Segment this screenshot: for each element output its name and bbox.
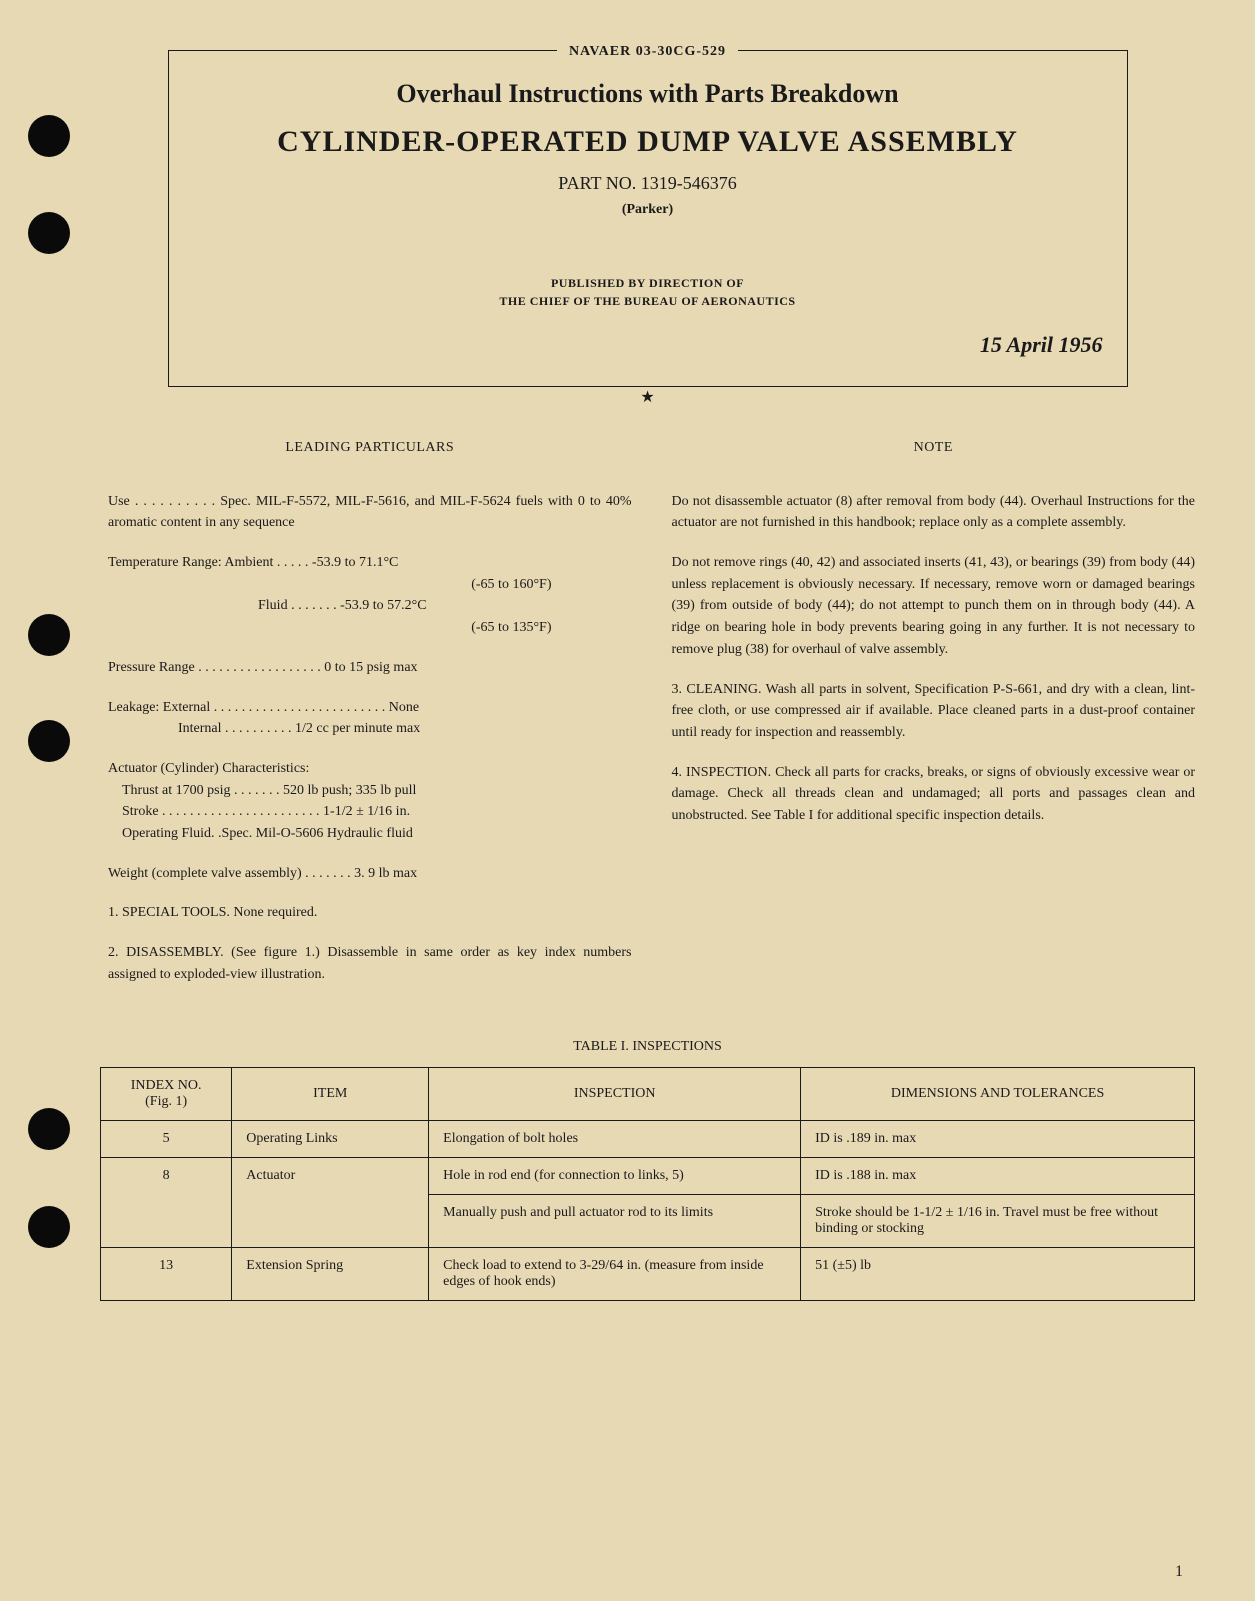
- cell-dimensions: ID is .189 in. max: [801, 1121, 1195, 1158]
- cell-item: Extension Spring: [232, 1248, 429, 1301]
- lp-temp-ambient-f: (-65 to 160°F): [108, 574, 632, 596]
- column-left: LEADING PARTICULARS Use . . . . . . . . …: [100, 437, 632, 1003]
- note-heading: NOTE: [672, 437, 1196, 459]
- table-header-row: INDEX NO.(Fig. 1) ITEM INSPECTION DIMENS…: [101, 1068, 1195, 1121]
- leading-particulars-heading: LEADING PARTICULARS: [108, 437, 632, 459]
- col-inspection: INSPECTION: [429, 1068, 801, 1121]
- lp-temp-ambient: Temperature Range: Ambient . . . . . -53…: [108, 552, 632, 574]
- cell-index: 8: [101, 1158, 232, 1248]
- cell-inspection: Hole in rod end (for connection to links…: [429, 1158, 801, 1195]
- paragraph-1: 1. SPECIAL TOOLS. None required.: [108, 902, 632, 924]
- punch-hole: [28, 212, 70, 254]
- body-columns: LEADING PARTICULARS Use . . . . . . . . …: [100, 437, 1195, 1003]
- lp-opfluid: Operating Fluid. .Spec. Mil-O-5606 Hydra…: [108, 823, 632, 845]
- paragraph-2: 2. DISASSEMBLY. (See figure 1.) Disassem…: [108, 942, 632, 985]
- lp-actuator: Actuator (Cylinder) Characteristics: Thr…: [108, 758, 632, 845]
- cell-dimensions: Stroke should be 1-1/2 ± 1/16 in. Travel…: [801, 1195, 1195, 1248]
- cell-index: 13: [101, 1248, 232, 1301]
- punch-hole: [28, 115, 70, 157]
- publication-line-1: PUBLISHED BY DIRECTION OF: [189, 274, 1107, 292]
- cell-inspection: Manually push and pull actuator rod to i…: [429, 1195, 801, 1248]
- nav-code: NAVAER 03-30CG-529: [557, 44, 738, 60]
- cell-index: 5: [101, 1121, 232, 1158]
- part-number: PART NO. 1319-546376: [189, 173, 1107, 194]
- lp-use-text: Use . . . . . . . . . . Spec. MIL-F-5572…: [108, 494, 632, 531]
- col-index: INDEX NO.(Fig. 1): [101, 1068, 232, 1121]
- punch-hole: [28, 614, 70, 656]
- col-dimensions: DIMENSIONS AND TOLERANCES: [801, 1068, 1195, 1121]
- lp-leakage-int: Internal . . . . . . . . . . 1/2 cc per …: [108, 718, 632, 740]
- lp-temp-fluid: Fluid . . . . . . . -53.9 to 57.2°C: [108, 595, 632, 617]
- lp-pressure: Pressure Range . . . . . . . . . . . . .…: [108, 657, 632, 679]
- punch-hole: [28, 1108, 70, 1150]
- punch-hole: [28, 1206, 70, 1248]
- lp-stroke: Stroke . . . . . . . . . . . . . . . . .…: [108, 801, 632, 823]
- inspections-table: INDEX NO.(Fig. 1) ITEM INSPECTION DIMENS…: [100, 1067, 1195, 1301]
- paragraph-4: 4. INSPECTION. Check all parts for crack…: [672, 762, 1196, 827]
- cell-inspection: Check load to extend to 3-29/64 in. (mea…: [429, 1248, 801, 1301]
- table-row: 5 Operating Links Elongation of bolt hol…: [101, 1121, 1195, 1158]
- lp-thrust: Thrust at 1700 psig . . . . . . . 520 lb…: [108, 780, 632, 802]
- cell-dimensions: 51 (±5) lb: [801, 1248, 1195, 1301]
- cell-item: Actuator: [232, 1158, 429, 1248]
- lp-use: Use . . . . . . . . . . Spec. MIL-F-5572…: [108, 491, 632, 534]
- lp-temperature: Temperature Range: Ambient . . . . . -53…: [108, 552, 632, 639]
- header-box: NAVAER 03-30CG-529 Overhaul Instructions…: [168, 50, 1128, 387]
- lp-leakage: Leakage: External . . . . . . . . . . . …: [108, 697, 632, 740]
- publication-date: 15 April 1956: [189, 332, 1107, 358]
- cell-inspection: Elongation of bolt holes: [429, 1121, 801, 1158]
- publication-line-2: THE CHIEF OF THE BUREAU OF AERONAUTICS: [189, 292, 1107, 310]
- manufacturer: (Parker): [189, 202, 1107, 218]
- lp-leakage-ext: Leakage: External . . . . . . . . . . . …: [108, 697, 632, 719]
- column-right: NOTE Do not disassemble actuator (8) aft…: [672, 437, 1196, 1003]
- star-divider: ★: [100, 387, 1195, 407]
- col-item: ITEM: [232, 1068, 429, 1121]
- punch-hole: [28, 720, 70, 762]
- table-row: 8 Actuator Hole in rod end (for connecti…: [101, 1158, 1195, 1195]
- table-row: 13 Extension Spring Check load to extend…: [101, 1248, 1195, 1301]
- cell-item: Operating Links: [232, 1121, 429, 1158]
- page-number: 1: [1175, 1563, 1183, 1581]
- table-title: TABLE I. INSPECTIONS: [100, 1039, 1195, 1055]
- title-overhaul: Overhaul Instructions with Parts Breakdo…: [189, 79, 1107, 109]
- lp-actuator-heading: Actuator (Cylinder) Characteristics:: [108, 758, 632, 780]
- note-2: Do not remove rings (40, 42) and associa…: [672, 552, 1196, 660]
- lp-weight: Weight (complete valve assembly) . . . .…: [108, 863, 632, 885]
- paragraph-3: 3. CLEANING. Wash all parts in solvent, …: [672, 679, 1196, 744]
- title-assembly: CYLINDER-OPERATED DUMP VALVE ASSEMBLY: [189, 125, 1107, 159]
- cell-dimensions: ID is .188 in. max: [801, 1158, 1195, 1195]
- note-1: Do not disassemble actuator (8) after re…: [672, 491, 1196, 534]
- lp-temp-fluid-f: (-65 to 135°F): [108, 617, 632, 639]
